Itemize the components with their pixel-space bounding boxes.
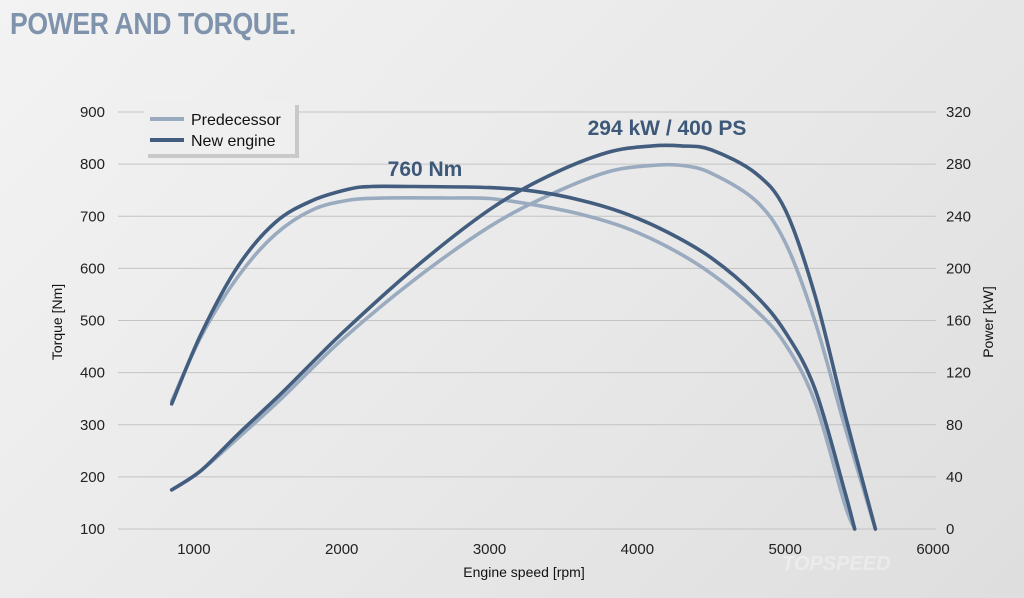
y-right-tick-label: 240 <box>946 208 971 225</box>
y-right-tick-label: 0 <box>946 521 954 538</box>
series-lines <box>169 143 878 531</box>
x-tick-label: 5000 <box>768 541 801 558</box>
left-axis-label: Torque [Nm] <box>49 284 65 360</box>
y-left-tick-label: 400 <box>80 365 105 382</box>
y-left-tick-label: 900 <box>80 104 105 121</box>
legend-label-new-engine: New engine <box>191 133 276 150</box>
legend: Predecessor New engine <box>144 101 299 158</box>
y-left-tick-label: 800 <box>80 156 105 173</box>
predecessor-torque-line <box>169 196 857 531</box>
power-peak-callout: 294 kW / 400 PS <box>588 117 747 140</box>
y-right-tick-label: 40 <box>946 469 963 486</box>
x-tick-label: 1000 <box>177 541 210 558</box>
x-tick-label: 3000 <box>473 541 506 558</box>
y-right-tick-label: 120 <box>946 365 971 382</box>
new-engine-power-line <box>169 143 878 531</box>
new-engine-torque-line <box>169 184 857 531</box>
torque-peak-callout: 760 Nm <box>388 158 463 181</box>
y-right-tick-label: 160 <box>946 313 971 330</box>
y-right-tick-label: 200 <box>946 260 971 277</box>
legend-label-predecessor: Predecessor <box>191 112 281 129</box>
x-axis-label: Engine speed [rpm] <box>463 564 584 580</box>
predecessor-power-line <box>169 162 878 531</box>
legend-box <box>144 101 295 154</box>
x-tick-label: 4000 <box>621 541 654 558</box>
y-right-tick-label: 320 <box>946 104 971 121</box>
right-axis-ticks: 320 280 240 200 160 120 80 40 0 <box>946 104 971 538</box>
y-left-tick-label: 600 <box>80 260 105 277</box>
y-left-tick-label: 300 <box>80 417 105 434</box>
y-right-tick-label: 280 <box>946 156 971 173</box>
chart-title: POWER AND TORQUE. <box>10 6 296 41</box>
x-axis-ticks: 1000 2000 3000 4000 5000 6000 <box>177 541 949 558</box>
right-axis-label: Power [kW] <box>980 286 996 358</box>
y-left-tick-label: 500 <box>80 313 105 330</box>
x-tick-label: 2000 <box>325 541 358 558</box>
y-left-tick-label: 100 <box>80 521 105 538</box>
y-right-tick-label: 80 <box>946 417 963 434</box>
left-axis-ticks: 900 800 700 600 500 400 300 200 100 <box>80 104 105 538</box>
y-left-tick-label: 200 <box>80 469 105 486</box>
watermark: TOPSPEED <box>782 553 891 575</box>
x-tick-label: 6000 <box>916 541 949 558</box>
y-left-tick-label: 700 <box>80 208 105 225</box>
